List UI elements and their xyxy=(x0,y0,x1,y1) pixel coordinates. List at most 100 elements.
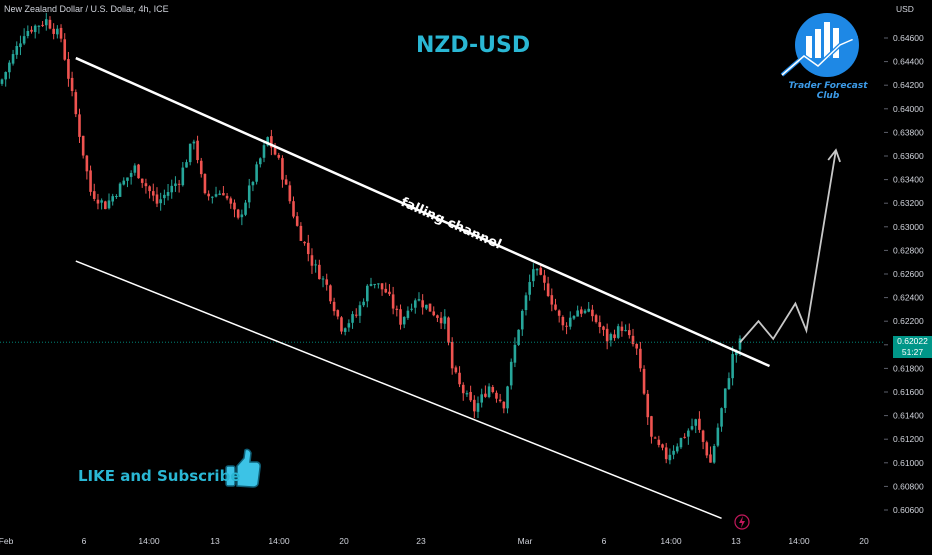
candle-body xyxy=(67,59,70,79)
candle-body xyxy=(126,177,129,181)
candle-body xyxy=(70,77,74,91)
candle-body xyxy=(225,195,229,199)
candle-body xyxy=(672,450,675,455)
candle-body xyxy=(0,79,4,84)
logo-text: Trader Forecast Club xyxy=(788,81,868,101)
y-tick-label: 0.62600 xyxy=(893,269,924,279)
candle-body xyxy=(56,28,59,35)
candle-body xyxy=(568,317,572,327)
candle-body xyxy=(399,309,402,325)
candle-body xyxy=(646,393,650,418)
candle-body xyxy=(609,334,613,341)
candle-body xyxy=(310,255,314,266)
trader-forecast-club-logo xyxy=(780,13,859,77)
candle-body xyxy=(177,183,181,185)
candle-body xyxy=(425,304,428,309)
logo-bar-2 xyxy=(815,29,821,58)
candle-body xyxy=(63,39,67,60)
channel-label: falling channel xyxy=(398,195,503,253)
y-tick-label: 0.62400 xyxy=(893,293,924,303)
candle-body xyxy=(720,408,723,427)
current-price-value: 0.62022 xyxy=(897,336,928,346)
candle-body xyxy=(705,442,709,456)
candle-body xyxy=(735,350,738,356)
channel-upper-line[interactable] xyxy=(75,56,771,368)
candle-body xyxy=(37,25,41,27)
x-tick-label: 14:00 xyxy=(138,536,160,546)
candle-body xyxy=(306,242,310,255)
candle-body xyxy=(236,209,240,218)
candle-body xyxy=(664,447,668,460)
candle-body xyxy=(122,180,126,185)
candle-body xyxy=(528,282,531,295)
candle-body xyxy=(351,314,354,323)
candle-body xyxy=(480,394,483,403)
candle-body xyxy=(605,328,609,342)
candle-body xyxy=(115,196,118,198)
candle-body xyxy=(229,198,233,204)
candle-body xyxy=(731,354,734,379)
candle-body xyxy=(233,202,236,210)
candle-body xyxy=(683,436,686,438)
candle-body xyxy=(251,181,255,186)
candle-body xyxy=(591,309,594,317)
candle-body xyxy=(690,426,694,430)
candle-body xyxy=(624,330,627,332)
x-tick-label: 14:00 xyxy=(268,536,290,546)
candle-body xyxy=(151,191,155,196)
candle-body xyxy=(118,183,122,197)
candle-body xyxy=(4,72,7,80)
x-tick-label: 20 xyxy=(859,536,869,546)
x-tick-label: 14:00 xyxy=(660,536,682,546)
candle-body xyxy=(292,201,295,217)
candle-body xyxy=(380,283,384,290)
candle-body xyxy=(631,335,635,345)
candle-body xyxy=(476,403,480,412)
candle-body xyxy=(44,19,48,26)
candle-body xyxy=(554,304,557,310)
candle-body xyxy=(107,200,111,209)
channel-lower-line[interactable] xyxy=(75,260,722,519)
like-subscribe-text: LIKE and Subscribe xyxy=(78,467,241,485)
candle-body xyxy=(74,92,78,115)
candle-body xyxy=(174,183,177,186)
candle-body xyxy=(100,200,103,203)
y-tick-label: 0.61800 xyxy=(893,363,924,373)
x-tick-label: 6 xyxy=(602,536,607,546)
candle-body xyxy=(89,170,92,192)
candle-body xyxy=(439,317,443,324)
candle-body xyxy=(550,295,554,305)
projection-path[interactable] xyxy=(739,149,837,343)
y-tick-label: 0.60800 xyxy=(893,481,924,491)
y-tick-label: 0.61400 xyxy=(893,411,924,421)
candle-body xyxy=(491,387,495,393)
candle-body xyxy=(661,444,664,448)
candle-body xyxy=(388,291,391,295)
candle-body xyxy=(244,202,247,215)
y-tick-label: 0.63800 xyxy=(893,127,924,137)
candle-body xyxy=(458,372,461,385)
candle-body xyxy=(347,323,351,328)
candle-body xyxy=(196,140,199,161)
candle-body xyxy=(513,344,517,363)
candle-body xyxy=(583,310,587,313)
candle-body xyxy=(557,310,561,316)
x-tick-label: Feb xyxy=(0,536,14,546)
candle-body xyxy=(299,225,303,241)
candle-body xyxy=(104,201,107,210)
candle-body xyxy=(727,378,731,390)
candle-body xyxy=(484,393,487,397)
candle-body xyxy=(129,173,133,177)
candle-body xyxy=(362,301,365,306)
candle-body xyxy=(487,386,491,397)
candle-body xyxy=(561,316,565,326)
y-tick-label: 0.62800 xyxy=(893,245,924,255)
lightning-bolt-icon[interactable] xyxy=(734,514,750,530)
y-tick-label: 0.63600 xyxy=(893,151,924,161)
candle-body xyxy=(52,28,55,34)
candle-body xyxy=(133,165,137,173)
candle-body xyxy=(144,183,148,187)
candle-body xyxy=(602,326,605,330)
